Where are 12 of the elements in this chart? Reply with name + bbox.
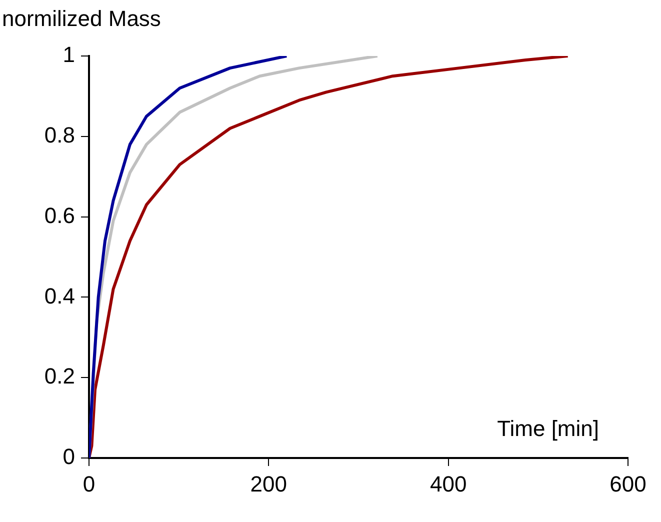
y-tick-label: 0.4	[44, 283, 75, 308]
y-tick-label: 0.2	[44, 364, 75, 389]
y-axis-title: normilized Mass	[2, 6, 161, 32]
x-tick-label: 200	[250, 471, 288, 496]
y-tick-label: 0	[62, 444, 75, 470]
y-tick-label: 0.8	[44, 122, 75, 148]
y-tick-label: 0.6	[44, 202, 75, 228]
y-tick-label: 1	[62, 42, 75, 68]
x-tick-label: 400	[430, 471, 467, 496]
x-axis-title: Time [min]	[497, 416, 599, 442]
x-tick-label: 0	[82, 471, 96, 496]
x-tick-label: 600	[610, 471, 646, 496]
